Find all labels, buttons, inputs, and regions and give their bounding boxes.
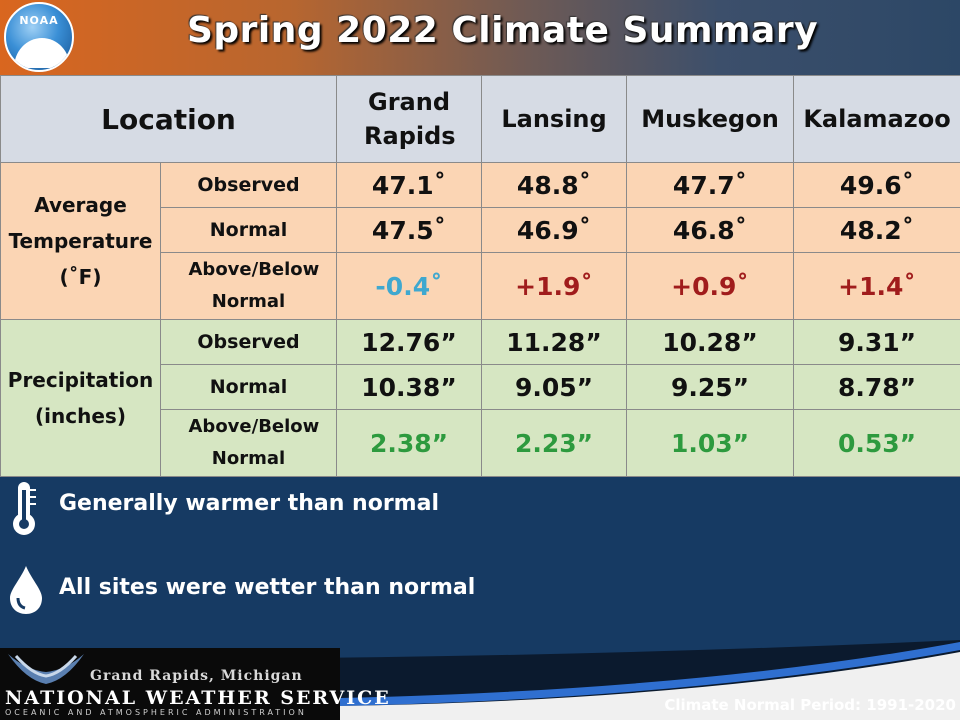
table-header-row: Location Grand Rapids Lansing Muskegon K… xyxy=(0,75,960,163)
water-drop-icon xyxy=(10,566,42,614)
table-cell: 12.76” xyxy=(336,319,483,365)
table-cell: 46.8˚ xyxy=(626,207,795,253)
table-cell: 47.5˚ xyxy=(336,207,483,253)
station-header-muskegon: Muskegon xyxy=(626,75,795,163)
table-cell: 10.28” xyxy=(626,319,795,365)
office-label: Grand Rapids, Michigan xyxy=(90,668,303,684)
table-row: Above/Below Normal -0.4˚ +1.9˚ +0.9˚ +1.… xyxy=(1,252,960,320)
table-cell: 1.03” xyxy=(626,409,795,477)
table-cell: 47.1˚ xyxy=(336,162,483,208)
table-cell: 11.28” xyxy=(481,319,628,365)
row-label: Above/Below Normal xyxy=(159,409,338,477)
table-cell: +0.9˚ xyxy=(626,252,795,320)
table-cell: 0.53” xyxy=(793,409,960,477)
nws-footer-block xyxy=(0,648,340,720)
table-cell: 47.7˚ xyxy=(626,162,795,208)
table-cell: 10.38” xyxy=(336,364,483,410)
table-cell: 9.31” xyxy=(793,319,960,365)
table-cell: +1.4˚ xyxy=(793,252,960,320)
table-row: Average Temperature (˚F) Observed 47.1˚ … xyxy=(0,162,960,320)
table-cell: 9.25” xyxy=(626,364,795,410)
thermometer-icon xyxy=(13,482,36,535)
row-label: Normal xyxy=(159,207,338,253)
normal-period-note: Climate Normal Period: 1991-2020 xyxy=(664,696,956,714)
table-cell: +1.9˚ xyxy=(481,252,628,320)
table-cell: 48.2˚ xyxy=(793,207,960,253)
bullet-wetter: All sites were wetter than normal xyxy=(0,562,700,622)
table-cell: 49.6˚ xyxy=(793,162,960,208)
bullet-text: All sites were wetter than normal xyxy=(59,575,476,600)
station-header-kalamazoo: Kalamazoo xyxy=(793,75,960,163)
row-label: Above/Below Normal xyxy=(159,252,338,320)
bullet-text: Generally warmer than normal xyxy=(59,491,439,516)
table-row: Above/Below Normal 2.38” 2.23” 1.03” 0.5… xyxy=(1,409,960,477)
parent-agency-label: OCEANIC AND ATMOSPHERIC ADMINISTRATION xyxy=(5,708,307,717)
table-row: Normal 10.38” 9.05” 9.25” 8.78” xyxy=(1,364,960,410)
station-header-grand-rapids: Grand Rapids xyxy=(336,75,483,163)
title-banner: NOAA Spring 2022 Climate Summary xyxy=(0,0,960,75)
table-cell: 48.8˚ xyxy=(481,162,628,208)
table-row: Precipitation (inches) Observed 12.76” 1… xyxy=(0,319,960,477)
station-header-lansing: Lansing xyxy=(481,75,628,163)
table-cell: 9.05” xyxy=(481,364,628,410)
row-label: Observed xyxy=(159,319,338,365)
agency-label: NATIONAL WEATHER SERVICE xyxy=(5,687,391,709)
page-title: Spring 2022 Climate Summary xyxy=(186,10,819,51)
temperature-group-label: Average Temperature (˚F) xyxy=(0,162,161,320)
noaa-logo: NOAA xyxy=(4,2,74,72)
nws-logo xyxy=(8,654,84,684)
table-cell: 2.23” xyxy=(481,409,628,477)
table-cell: 8.78” xyxy=(793,364,960,410)
noaa-logo-text: NOAA xyxy=(19,14,59,27)
bullet-warmer: Generally warmer than normal xyxy=(0,478,700,538)
table-cell: 2.38” xyxy=(336,409,483,477)
location-header: Location xyxy=(0,75,338,163)
table-cell: 46.9˚ xyxy=(481,207,628,253)
climate-summary-table: Location Grand Rapids Lansing Muskegon K… xyxy=(0,75,960,477)
precipitation-group-label: Precipitation (inches) xyxy=(0,319,161,477)
row-label: Normal xyxy=(159,364,338,410)
table-row: Normal 47.5˚ 46.9˚ 46.8˚ 48.2˚ xyxy=(1,207,960,253)
table-cell: -0.4˚ xyxy=(336,252,483,320)
row-label: Observed xyxy=(159,162,338,208)
